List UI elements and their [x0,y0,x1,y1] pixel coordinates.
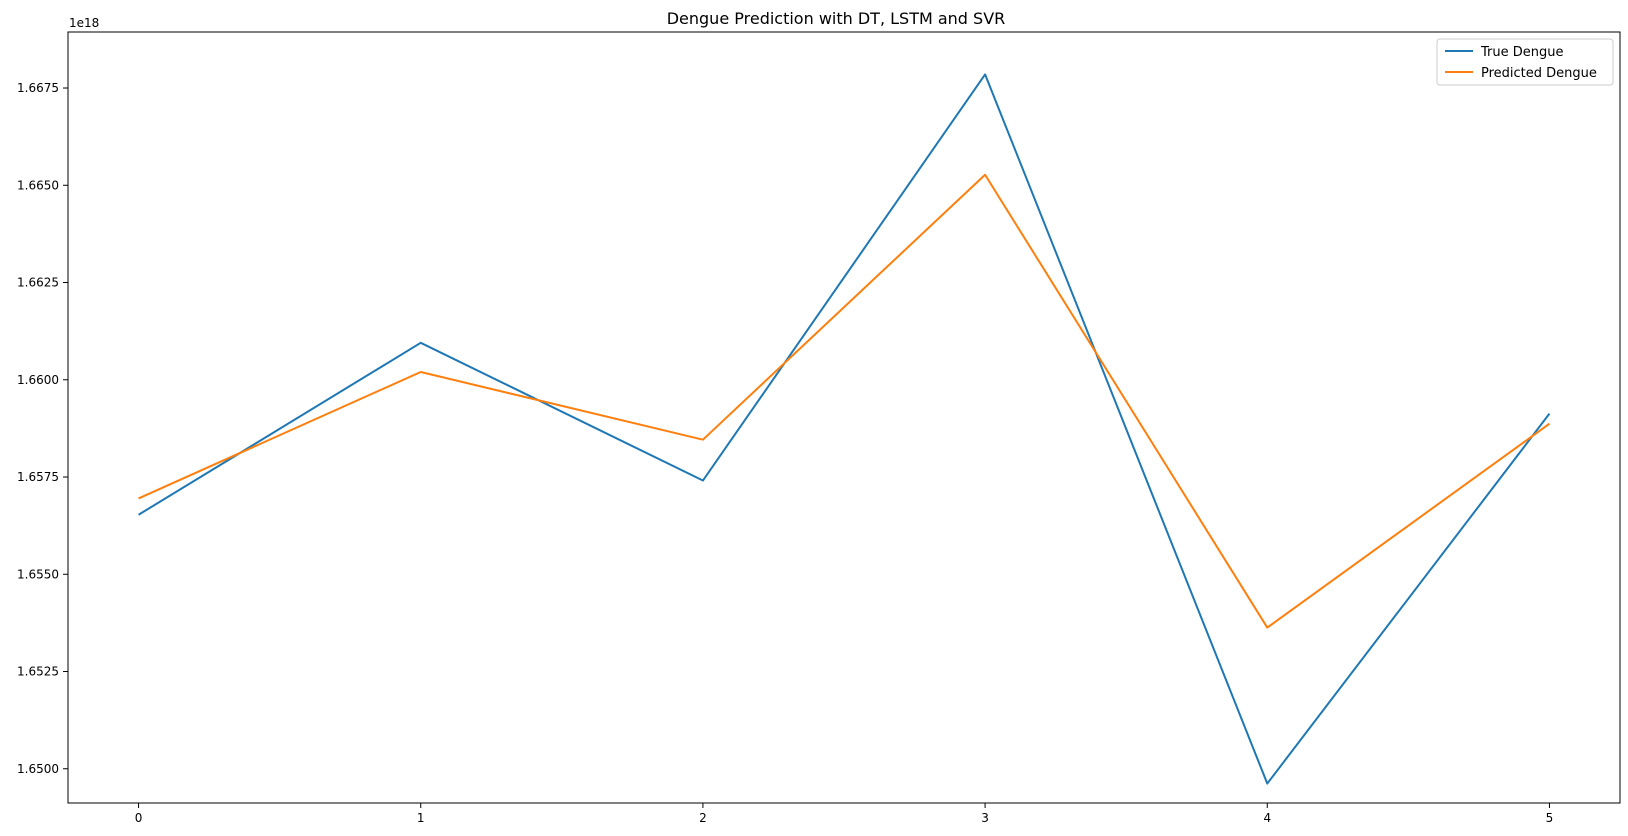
x-axis: 0 1 2 3 4 5 [135,803,1554,825]
x-tick-label: 1 [417,811,425,825]
legend-label: Predicted Dengue [1481,66,1597,81]
y-axis: 1.6500 1.6525 1.6550 1.6575 1.6600 1.6625 1.66… [17,81,68,776]
legend: True Dengue Predicted Dengue [1436,38,1614,86]
series-line-true-dengue [138,73,1551,785]
y-tick-label: 1.6550 [17,567,59,581]
series-line-predicted-dengue [138,173,1551,629]
y-offset-label: 1e18 [69,16,99,30]
legend-box [1436,38,1614,86]
y-tick-label: 1.6575 [17,470,59,484]
x-tick-label: 2 [699,811,707,825]
x-tick-label: 3 [981,811,989,825]
x-tick-label: 0 [135,811,143,825]
plot-area [67,31,1621,804]
chart-title: Dengue Prediction with DT, LSTM and SVR [667,9,1006,28]
y-tick-label: 1.6675 [17,81,59,95]
x-tick-label: 5 [1546,811,1554,825]
x-tick-label: 4 [1263,811,1271,825]
y-tick-label: 1.6625 [17,276,59,290]
y-tick-label: 1.6650 [17,178,59,192]
series-layer [138,73,1551,785]
legend-label: True Dengue [1480,45,1563,60]
y-tick-label: 1.6500 [17,762,59,776]
y-tick-label: 1.6525 [17,665,59,679]
y-tick-label: 1.6600 [17,373,59,387]
